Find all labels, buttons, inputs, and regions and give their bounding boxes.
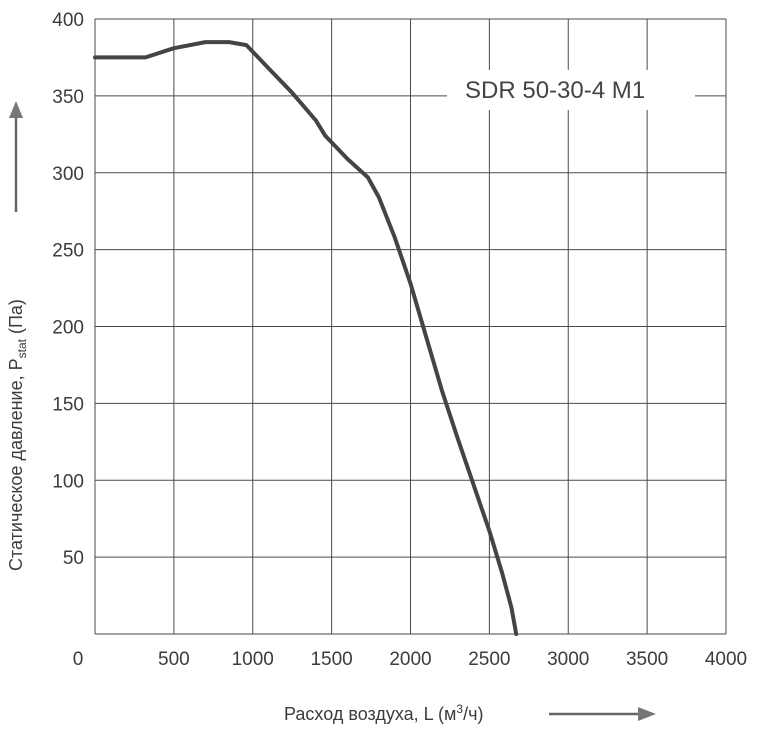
x-tick-label: 1000 [232, 649, 274, 670]
x-axis-arrow-head [638, 707, 656, 721]
x-axis-ticks: 0 500 1000 1500 2000 2500 3000 3500 4000 [73, 649, 747, 670]
x-axis-title-group: Расход воздуха, L (м3/ч) [284, 702, 656, 724]
y-axis-title-group: Статическое давление, Pstat (Па) [6, 101, 29, 571]
y-tick-label: 400 [52, 10, 84, 31]
x-axis-title-superscript: 3 [456, 702, 463, 716]
x-tick-label: 3500 [626, 649, 668, 670]
model-label-background [447, 70, 695, 110]
y-axis-title-main: Статическое давление, P [6, 358, 26, 571]
y-tick-label: 200 [52, 318, 84, 339]
x-tick-label: 2000 [389, 649, 431, 670]
y-tick-label: 350 [52, 87, 84, 108]
x-tick-label: 500 [158, 649, 190, 670]
grid [94, 18, 727, 635]
y-axis-title-unit: (Па) [6, 299, 26, 339]
y-axis-title: Статическое давление, Pstat (Па) [6, 299, 29, 571]
model-label: SDR 50-30-4 M1 [465, 77, 645, 104]
y-tick-label: 100 [52, 471, 84, 492]
y-axis-ticks: 50 100 150 200 250 300 350 400 [52, 10, 84, 569]
x-axis-title-main: Расход воздуха, L (м [284, 704, 456, 724]
y-tick-label: 150 [52, 394, 84, 415]
y-tick-label: 250 [52, 241, 84, 262]
y-tick-label: 300 [52, 164, 84, 185]
x-tick-label: 3000 [547, 649, 589, 670]
x-tick-label: 0 [73, 649, 84, 670]
y-tick-label: 50 [63, 548, 84, 569]
x-axis-title: Расход воздуха, L (м3/ч) [284, 702, 483, 724]
x-tick-label: 1500 [310, 649, 352, 670]
pressure-curve [93, 40, 519, 636]
x-tick-label: 2500 [468, 649, 510, 670]
x-axis-title-unit: /ч) [463, 704, 483, 724]
y-axis-title-subscript: stat [15, 338, 29, 358]
y-axis-arrow-head [9, 101, 23, 118]
x-tick-label: 4000 [705, 649, 747, 670]
